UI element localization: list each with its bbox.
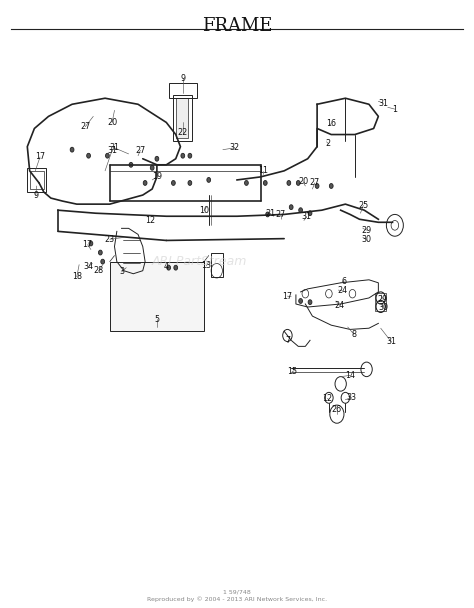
Circle shape — [167, 265, 171, 270]
Circle shape — [143, 181, 147, 185]
Text: 3: 3 — [119, 268, 124, 277]
Text: 21: 21 — [265, 209, 275, 218]
Text: 12: 12 — [145, 216, 155, 225]
Circle shape — [70, 147, 74, 152]
Text: 6: 6 — [342, 277, 347, 286]
Circle shape — [106, 153, 109, 158]
Text: 34: 34 — [83, 262, 93, 271]
Text: 9: 9 — [33, 190, 38, 199]
Bar — [169, 83, 197, 98]
Circle shape — [129, 162, 133, 167]
Text: 30: 30 — [378, 303, 388, 311]
Circle shape — [172, 181, 175, 185]
Text: 32: 32 — [229, 143, 240, 153]
Text: 31: 31 — [109, 143, 119, 153]
Text: 10: 10 — [199, 206, 209, 215]
Text: 27: 27 — [80, 122, 91, 131]
Circle shape — [299, 208, 302, 213]
Text: 13: 13 — [201, 261, 211, 271]
Text: 17: 17 — [35, 153, 45, 162]
Circle shape — [181, 153, 185, 158]
Bar — [176, 98, 188, 137]
Text: 18: 18 — [72, 272, 82, 282]
Text: 29: 29 — [362, 226, 372, 235]
Text: 20: 20 — [107, 118, 117, 127]
Circle shape — [87, 153, 91, 158]
Bar — [211, 252, 223, 277]
Text: 30: 30 — [362, 235, 372, 244]
Text: 11: 11 — [258, 167, 268, 175]
Text: 20: 20 — [298, 178, 308, 186]
Text: 8: 8 — [351, 330, 356, 339]
Text: 25: 25 — [358, 201, 368, 210]
Circle shape — [287, 181, 291, 185]
Circle shape — [207, 178, 210, 182]
Circle shape — [174, 265, 178, 270]
Circle shape — [150, 165, 154, 170]
Text: 27: 27 — [310, 179, 320, 187]
Text: 31: 31 — [386, 337, 396, 346]
Text: 17: 17 — [283, 292, 292, 300]
Text: 19: 19 — [152, 173, 162, 181]
Bar — [30, 171, 44, 189]
Text: 24: 24 — [334, 301, 344, 309]
Bar — [27, 168, 46, 192]
Circle shape — [308, 211, 312, 216]
Circle shape — [188, 181, 192, 185]
Text: 17: 17 — [82, 240, 93, 249]
Text: 4: 4 — [164, 262, 169, 271]
Circle shape — [264, 181, 267, 185]
Text: 15: 15 — [287, 367, 297, 376]
Text: 16: 16 — [326, 119, 336, 128]
Circle shape — [89, 241, 93, 246]
Bar — [173, 95, 192, 140]
Text: 1: 1 — [392, 105, 397, 114]
Text: 14: 14 — [345, 371, 355, 380]
Text: 26: 26 — [332, 406, 342, 415]
Text: 28: 28 — [94, 266, 104, 275]
Text: 9: 9 — [180, 74, 185, 83]
Text: Reproduced by © 2004 - 2013 ARI Network Services, Inc.: Reproduced by © 2004 - 2013 ARI Network … — [147, 596, 327, 602]
Circle shape — [315, 184, 319, 188]
Text: ARI PartStream: ARI PartStream — [152, 255, 247, 268]
Circle shape — [188, 153, 192, 158]
Text: 1 59/748: 1 59/748 — [223, 590, 251, 595]
Circle shape — [101, 259, 105, 264]
Circle shape — [299, 299, 302, 303]
Circle shape — [245, 181, 248, 185]
Text: 12: 12 — [322, 394, 333, 403]
Bar — [375, 293, 386, 311]
Text: 2: 2 — [326, 139, 331, 148]
Text: 24: 24 — [337, 286, 347, 295]
Text: 29: 29 — [377, 295, 387, 303]
Text: 7: 7 — [285, 336, 291, 345]
Circle shape — [99, 250, 102, 255]
Text: FRAME: FRAME — [202, 16, 272, 35]
Circle shape — [308, 300, 312, 305]
Circle shape — [266, 212, 270, 217]
Circle shape — [155, 156, 159, 161]
Circle shape — [329, 184, 333, 188]
Text: 33: 33 — [346, 393, 356, 402]
Text: 27: 27 — [135, 146, 146, 155]
Text: 22: 22 — [178, 128, 188, 137]
Text: 5: 5 — [155, 314, 159, 323]
Text: 23: 23 — [105, 235, 115, 244]
Text: 31: 31 — [107, 146, 117, 155]
Circle shape — [296, 181, 300, 185]
Circle shape — [289, 205, 293, 210]
Bar — [110, 261, 204, 331]
Text: 27: 27 — [276, 210, 286, 219]
Text: 31: 31 — [378, 98, 388, 108]
Text: 31: 31 — [302, 212, 312, 221]
